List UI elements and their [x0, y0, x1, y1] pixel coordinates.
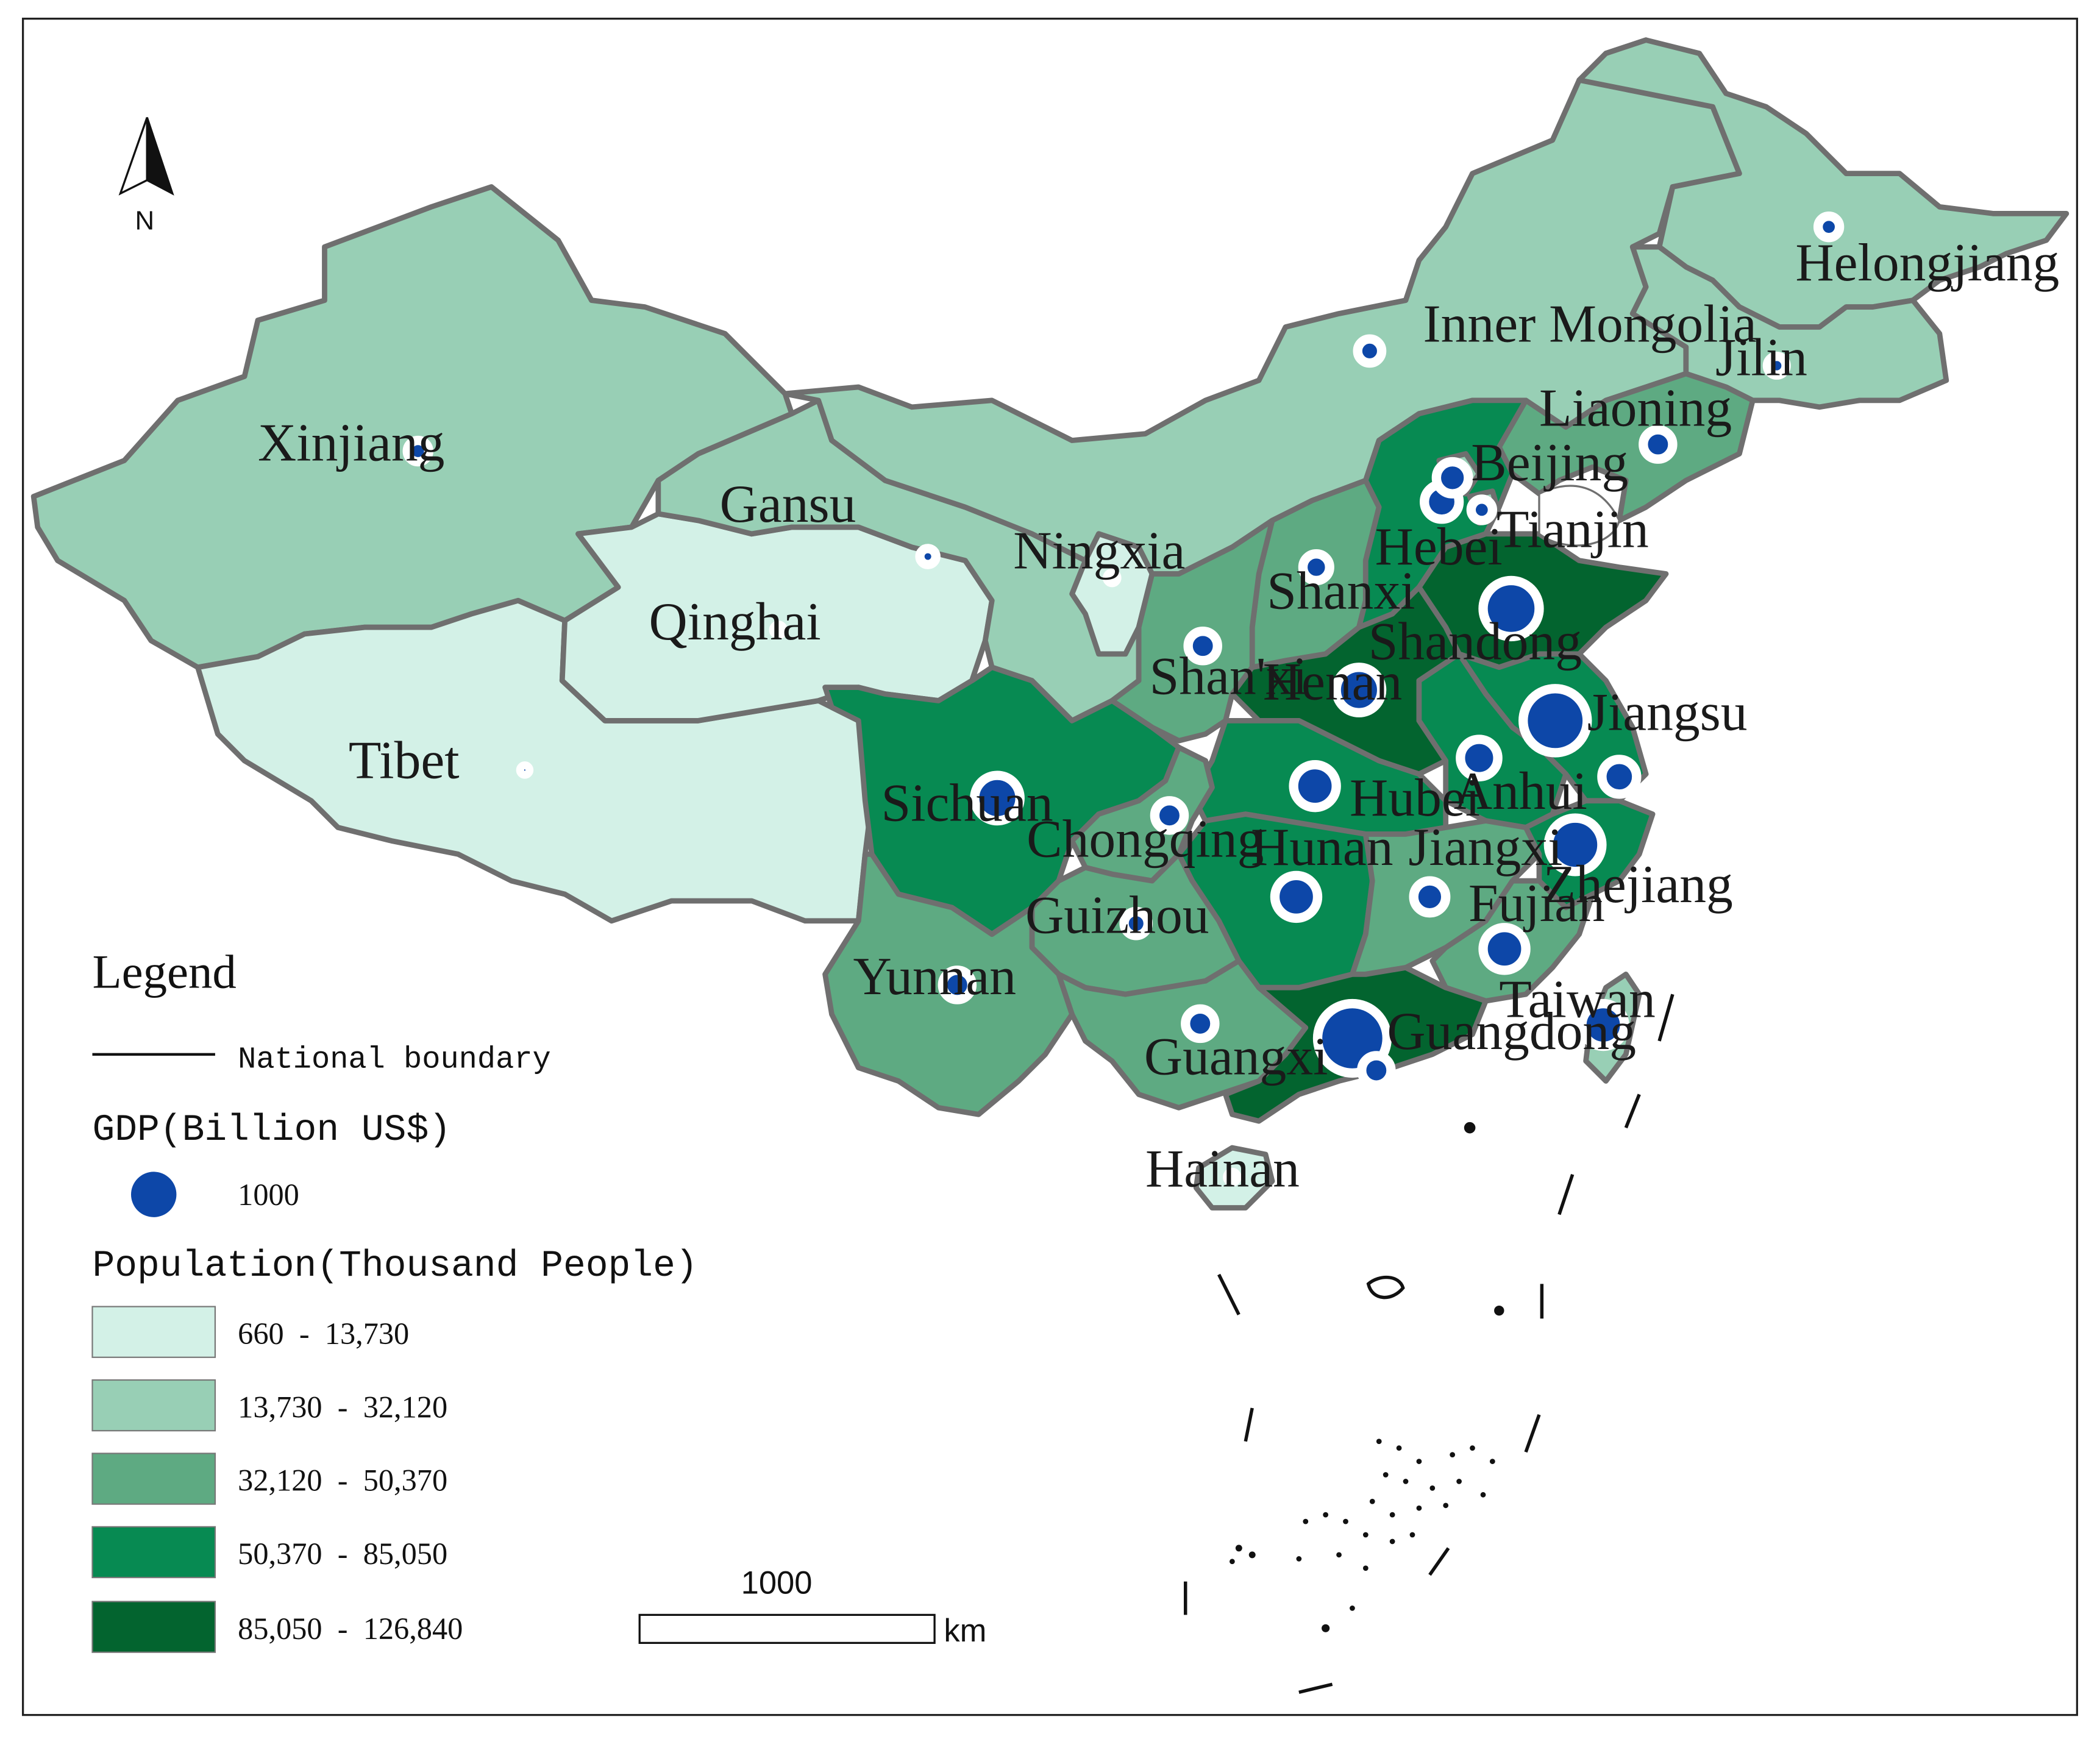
- label-yunnan: Yunnan: [853, 947, 1017, 1006]
- province-jilin[interactable]: [1629, 244, 1949, 410]
- label-tibet: Tibet: [349, 731, 460, 790]
- label-chongqing: Chongqing: [1027, 809, 1264, 869]
- label-qinghai: Qinghai: [649, 592, 821, 651]
- label-shandong: Shandong: [1369, 612, 1582, 671]
- island-dots: [1229, 1438, 1495, 1632]
- province-ningxia[interactable]: [1069, 531, 1155, 657]
- gdp-bubble-inner-mongolia[interactable]: [1353, 334, 1387, 368]
- gdp-bubble-hongkong[interactable]: [1357, 1051, 1396, 1090]
- population-class-5-label: 85,050 - 126,840: [238, 1612, 463, 1646]
- label-hunan: Hunan: [1251, 817, 1393, 877]
- province-layer: [30, 37, 2070, 1211]
- label-gansu: Gansu: [720, 474, 856, 533]
- population-class-1-label: 660 - 13,730: [238, 1317, 409, 1351]
- gdp-bubble-xinjiang[interactable]: [402, 435, 433, 467]
- gdp-legend-title: GDP(Billion US$): [92, 1109, 451, 1151]
- label-hainan: Hainan: [1145, 1139, 1300, 1198]
- gdp-bubble-anhui[interactable]: [1456, 734, 1503, 781]
- label-tianjin: Tianjin: [1497, 500, 1649, 559]
- label-ningxia: Ningxia: [1013, 521, 1185, 580]
- gdp-bubble-heilongjiang[interactable]: [1813, 212, 1845, 243]
- label-henan: Henan: [1263, 652, 1403, 711]
- label-jilin: Jilin: [1715, 327, 1807, 386]
- province-labels: Xinjiang Tibet Qinghai Gansu Inner Mongo…: [258, 233, 2059, 1198]
- label-liaoning: Liaoning: [1539, 378, 1732, 437]
- gdp-bubble-shandong[interactable]: [1478, 575, 1544, 642]
- label-beijing: Beijing: [1471, 433, 1628, 492]
- gdp-bubble-layer: [402, 212, 1845, 1187]
- gdp-bubble-ningxia[interactable]: [1102, 568, 1122, 588]
- population-class-2-label: 13,730 - 32,120: [238, 1390, 447, 1424]
- population-class-4-label: 50,370 - 85,050: [238, 1537, 447, 1571]
- gdp-bubble-fujian[interactable]: [1478, 923, 1531, 975]
- gdp-bubble-tianjin[interactable]: [1466, 494, 1498, 525]
- scale-bar-unit: km: [944, 1613, 986, 1649]
- gdp-bubble-guizhou[interactable]: [1119, 906, 1153, 941]
- population-swatch-4: [91, 1526, 216, 1579]
- population-swatch-1: [91, 1306, 216, 1358]
- gdp-bubble-sichuan[interactable]: [970, 770, 1025, 826]
- gdp-bubble-jilin[interactable]: [1762, 351, 1791, 380]
- gdp-bubble-jiangsu[interactable]: [1518, 684, 1592, 758]
- gdp-bubble-gansu[interactable]: [915, 544, 941, 569]
- label-guangdong: Guangdong: [1387, 1001, 1636, 1061]
- scale-bar-box: [638, 1613, 936, 1644]
- gdp-bubble-liaoning[interactable]: [1639, 425, 1678, 464]
- boundary-label: National boundary: [238, 1043, 551, 1078]
- south-china-sea-inset: [1184, 994, 1675, 1695]
- legend-title: Legend: [92, 945, 236, 998]
- label-sichuan: Sichuan: [881, 773, 1053, 833]
- label-shaanxi: Shan'xi: [1150, 647, 1308, 706]
- label-anhui: Anhui: [1454, 761, 1587, 820]
- gdp-bubble-guangxi[interactable]: [1181, 1004, 1220, 1044]
- north-arrow-icon: N: [118, 117, 174, 236]
- label-hubei: Hubei: [1350, 768, 1480, 827]
- label-shanxi: Shanxi: [1267, 561, 1415, 620]
- gdp-bubble-jiangxi[interactable]: [1409, 876, 1451, 918]
- label-jiangsu: Jiangsu: [1587, 683, 1748, 742]
- label-zhejiang: Zhejiang: [1543, 855, 1733, 914]
- gdp-bubble-beijing[interactable]: [1431, 457, 1473, 499]
- gdp-bubble-shaanxi[interactable]: [1183, 626, 1222, 666]
- label-guangxi: Guangxi: [1144, 1027, 1328, 1086]
- label-hebei: Hebei: [1375, 517, 1503, 576]
- scale-bar: 1000 km: [638, 1565, 986, 1649]
- province-liaoning[interactable]: [1496, 371, 1756, 524]
- gdp-bubble-yunnan[interactable]: [938, 966, 977, 1005]
- gdp-bubble-chongqing[interactable]: [1150, 796, 1189, 835]
- gdp-legend-value: 1000: [238, 1178, 299, 1212]
- north-arrow-label: N: [135, 206, 155, 236]
- scale-bar-value: 1000: [741, 1565, 813, 1601]
- label-taiwan: Taiwan: [1499, 969, 1656, 1028]
- gdp-bubble-shanxi[interactable]: [1298, 549, 1334, 586]
- label-guizhou: Guizhou: [1025, 886, 1209, 945]
- legend: Legend National boundary GDP(Billion US$…: [91, 945, 698, 1653]
- gdp-bubble-hainan[interactable]: [1223, 1167, 1242, 1187]
- gdp-bubble-tibet[interactable]: [516, 761, 534, 779]
- population-swatch-2: [91, 1379, 216, 1432]
- gdp-bubble-henan[interactable]: [1331, 663, 1387, 717]
- label-fujian: Fujian: [1468, 873, 1605, 933]
- population-swatch-5: [91, 1601, 216, 1653]
- gdp-bubble-qinghai[interactable]: [769, 621, 788, 639]
- gdp-bubble-shanghai[interactable]: [1597, 755, 1642, 799]
- label-inner-mongolia: Inner Mongolia: [1423, 294, 1756, 354]
- gdp-bubble-hubei[interactable]: [1289, 759, 1341, 813]
- label-jiangxi: Jiangxi: [1408, 817, 1562, 877]
- bohai-sea: [1538, 485, 1621, 547]
- gdp-bubble-taiwan[interactable]: [1577, 998, 1629, 1051]
- label-xinjiang: Xinjiang: [258, 413, 444, 472]
- population-legend-title: Population(Thousand People): [92, 1245, 697, 1287]
- label-heilongjiang: Helongjiang: [1795, 233, 2059, 292]
- gdp-bubble-hunan[interactable]: [1270, 870, 1323, 923]
- population-swatch-3: [91, 1453, 216, 1505]
- population-class-3-label: 32,120 - 50,370: [238, 1463, 447, 1498]
- gdp-bubble-zhejiang[interactable]: [1543, 813, 1607, 877]
- gdp-legend-symbol: [130, 1172, 177, 1217]
